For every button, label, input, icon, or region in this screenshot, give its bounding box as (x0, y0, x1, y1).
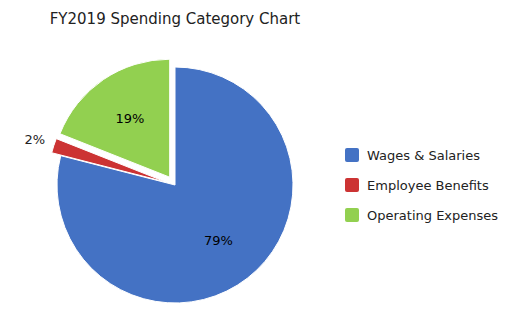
legend-swatch (345, 148, 359, 162)
data-label: 79% (204, 233, 233, 248)
legend-label: Employee Benefits (367, 178, 489, 193)
chart-svg: FY2019 Spending Category Chart 79% 2% 19% Wa… (0, 0, 522, 335)
legend-swatch (345, 208, 359, 222)
pie-slice (60, 59, 170, 177)
chart-title: FY2019 Spending Category Chart (50, 10, 301, 28)
data-label: 19% (115, 111, 144, 126)
chart-container: FY2019 Spending Category Chart 79% 2% 19% Wa… (0, 0, 522, 335)
pie (52, 59, 293, 303)
data-label: 2% (24, 132, 45, 147)
legend-swatch (345, 178, 359, 192)
data-labels: 79% 2% 19% (24, 111, 232, 248)
legend: Wages & Salaries Employee Benefits Operati… (345, 148, 498, 223)
legend-label: Operating Expenses (367, 208, 498, 223)
legend-label: Wages & Salaries (367, 148, 480, 163)
